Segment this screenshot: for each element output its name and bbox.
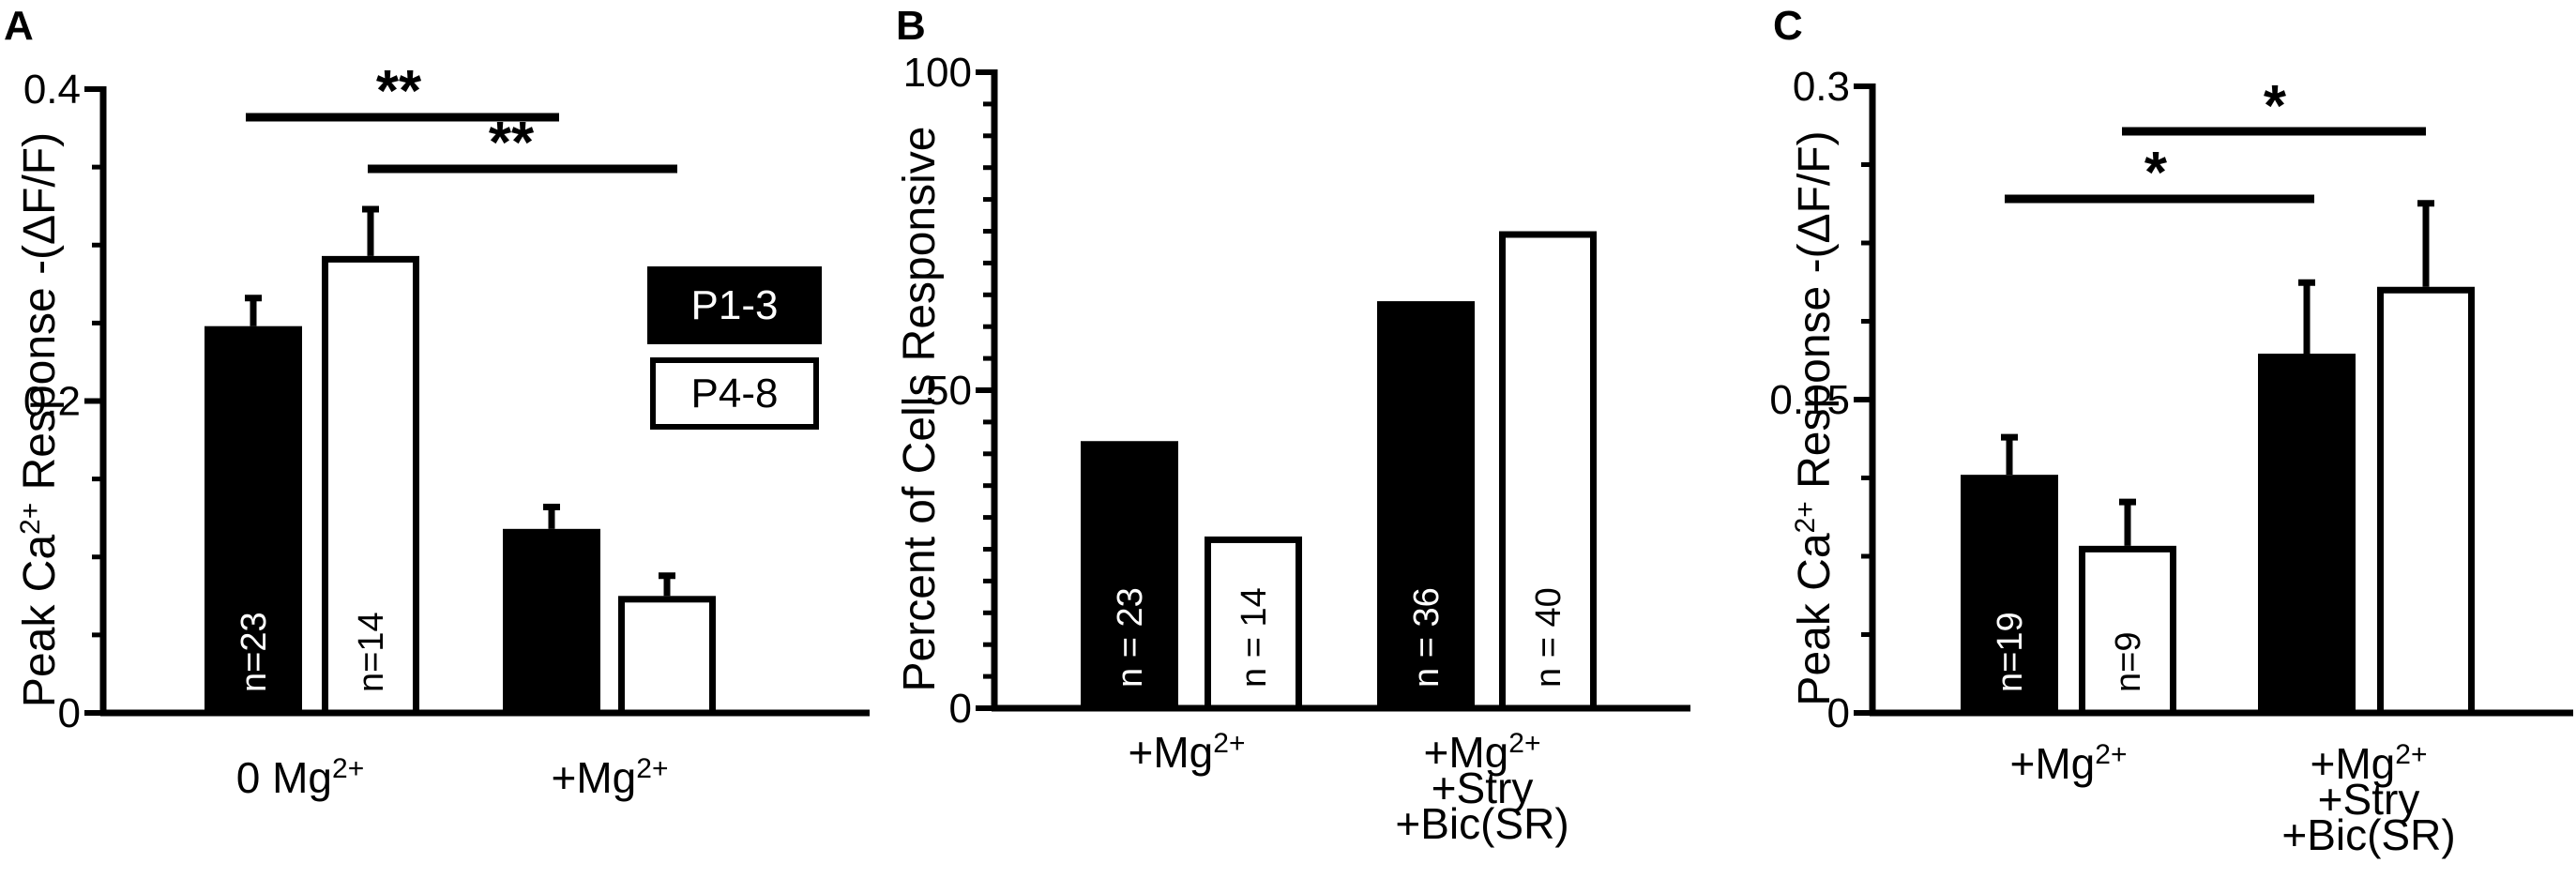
bar <box>1377 301 1475 708</box>
n-label: n = 40 <box>1529 587 1568 688</box>
significance-label: ** <box>376 59 422 124</box>
x-category-label: +Mg2+ <box>1129 728 1246 778</box>
n-label: n = 14 <box>1235 587 1274 688</box>
n-label: n = 36 <box>1407 587 1447 688</box>
x-category-label: +Stry <box>2318 775 2420 824</box>
y-tick-label: 0.15 <box>1769 377 1850 423</box>
bar <box>322 255 419 717</box>
significance-label: ** <box>489 111 535 175</box>
bar <box>2258 354 2356 713</box>
legend: P1-3 P4-8 <box>647 266 822 430</box>
bar <box>1961 475 2058 713</box>
x-category-label: +Mg2+ <box>552 753 669 803</box>
panel-b: 0 50 100 Percent of Cells Responsive n = 23 n… <box>895 50 1690 848</box>
bar <box>1081 441 1178 708</box>
legend-label-p4-8: P4-8 <box>691 371 779 416</box>
n-label: n=9 <box>2109 632 2148 692</box>
significance-label: * <box>2144 141 2168 205</box>
bar <box>503 528 600 713</box>
y-tick-label: 0 <box>949 686 972 732</box>
bar <box>205 325 302 713</box>
n-label: n=14 <box>352 612 391 692</box>
x-category-label: +Mg2+ <box>2311 739 2428 789</box>
legend-swatch-filled <box>647 266 822 344</box>
y-tick-label: 0.2 <box>23 379 81 425</box>
y-tick-label: 0 <box>58 690 81 736</box>
bar <box>618 596 716 717</box>
bar <box>2079 545 2176 717</box>
x-category-label: 0 Mg2+ <box>236 753 364 803</box>
panel-letter-c: C <box>1773 3 1803 49</box>
y-tick-label: 0 <box>1827 690 1850 736</box>
x-category-label: +Mg2+ <box>2010 739 2128 789</box>
y-tick-label: 100 <box>903 50 972 96</box>
x-category-label: +Bic(SR) <box>1395 799 1568 848</box>
y-axis-label: Peak Ca2+ Response -(ΔF/F) <box>15 132 66 707</box>
x-category-label: +Bic(SR) <box>2281 810 2455 859</box>
y-tick-label: 0.4 <box>23 67 81 113</box>
legend-label-p1-3: P1-3 <box>691 282 779 328</box>
panel-c: 0 0.15 0.3 Peak Ca2+ Response -(ΔF/F) n=19 n=… <box>1769 64 2573 859</box>
panel-a: 0 0.2 0.4 Peak Ca2+ Response -(ΔF/F) n=23 n=1… <box>15 59 870 803</box>
bar <box>2377 286 2475 717</box>
legend-swatch-open <box>650 357 819 430</box>
panel-letter-b: B <box>896 3 926 49</box>
x-category-label: +Stry <box>1432 764 1534 812</box>
n-label: n = 23 <box>1111 587 1150 688</box>
x-category-label: +Mg2+ <box>1424 728 1541 778</box>
bar <box>1499 231 1597 712</box>
significance-label: * <box>2264 74 2287 139</box>
y-axis-label: Peak Ca2+ Response -(ΔF/F) <box>1790 130 1841 705</box>
y-tick-label: 0.3 <box>1793 64 1850 110</box>
n-label: n=23 <box>235 612 274 692</box>
y-tick-label: 50 <box>926 368 972 414</box>
y-axis-label: Percent of Cells Responsive <box>895 127 945 692</box>
n-label: n=19 <box>1991 612 2030 692</box>
panel-letter-a: A <box>4 3 34 49</box>
bar <box>1205 536 1302 712</box>
